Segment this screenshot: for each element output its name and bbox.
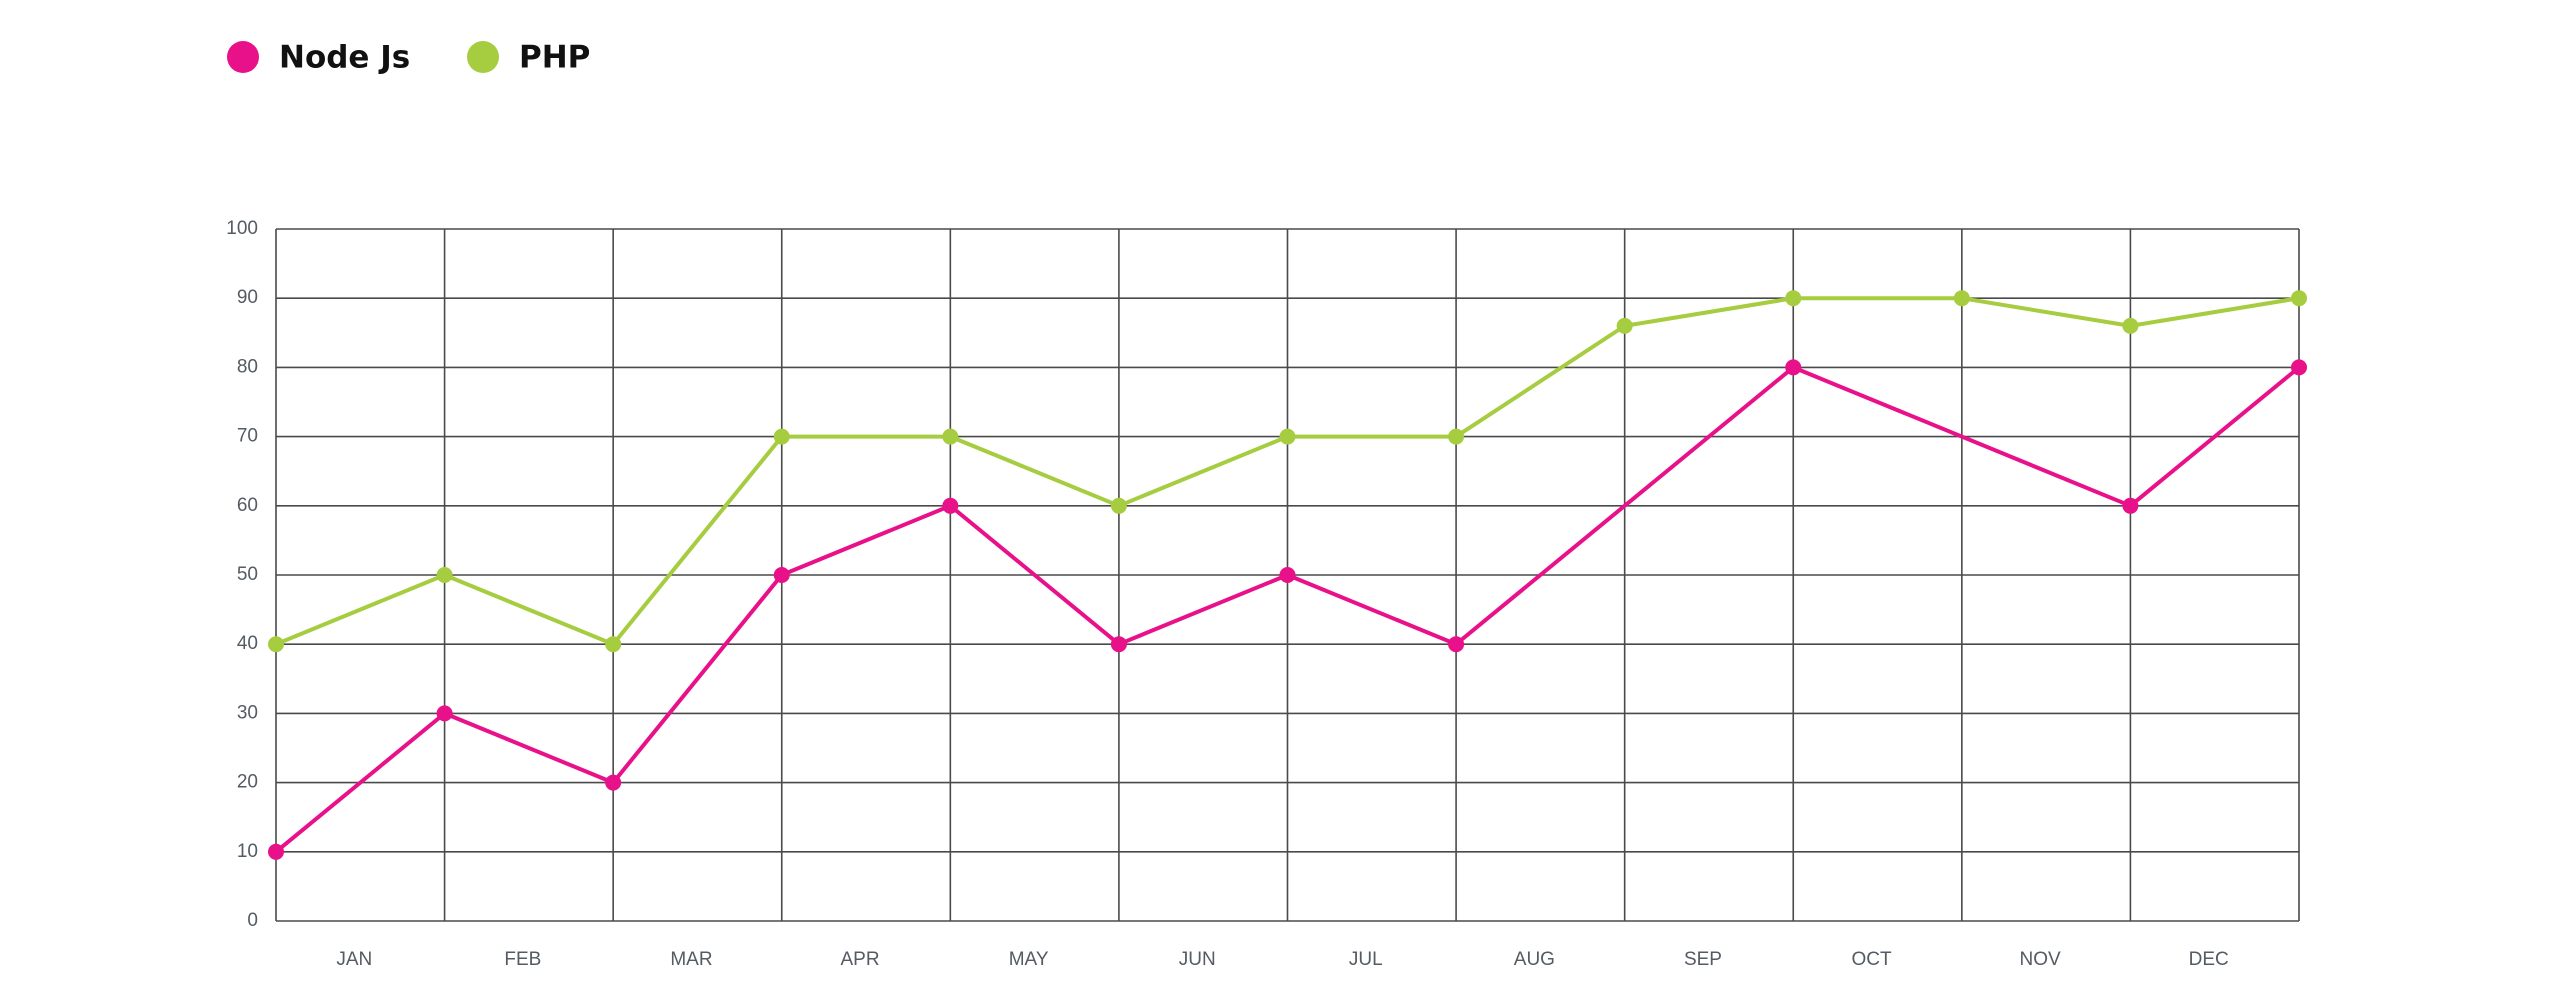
- data-point: [2122, 497, 2139, 514]
- data-point: [1110, 636, 1127, 653]
- y-tick-label: 20: [237, 772, 258, 793]
- x-tick-label: JUL: [1349, 949, 1383, 970]
- x-tick-label: JUN: [1179, 949, 1216, 970]
- data-point: [773, 428, 790, 445]
- data-point: [605, 636, 622, 653]
- y-tick-label: 50: [237, 564, 258, 585]
- y-tick-label: 30: [237, 702, 258, 723]
- x-tick-label: JAN: [336, 949, 372, 970]
- x-tick-label: DEC: [2189, 949, 2229, 970]
- x-tick-label: AUG: [1514, 949, 1555, 970]
- x-tick-label: SEP: [1684, 949, 1722, 970]
- data-point: [2122, 317, 2139, 334]
- data-point: [2291, 290, 2307, 307]
- data-point: [2291, 359, 2307, 376]
- x-tick-label: NOV: [2020, 949, 2062, 970]
- data-point: [1279, 428, 1296, 445]
- x-tick-label: MAY: [1009, 949, 1049, 970]
- y-tick-label: 100: [226, 218, 258, 239]
- x-tick-label: MAR: [670, 949, 712, 970]
- y-tick-label: 90: [237, 287, 258, 308]
- y-tick-label: 10: [237, 841, 258, 862]
- y-tick-label: 70: [237, 426, 258, 447]
- legend-label: PHP: [519, 40, 590, 76]
- data-point: [436, 705, 453, 722]
- data-point: [1279, 567, 1296, 583]
- legend-label: Node Js: [279, 40, 410, 76]
- data-point: [436, 567, 453, 583]
- data-point: [942, 428, 959, 445]
- data-point: [1448, 428, 1465, 445]
- y-tick-label: 60: [237, 495, 258, 516]
- data-point: [268, 636, 284, 653]
- data-point: [1110, 497, 1127, 514]
- data-point: [1448, 636, 1465, 653]
- y-tick-label: 0: [247, 910, 258, 931]
- data-point: [605, 774, 622, 791]
- legend-swatch: [227, 41, 259, 73]
- data-point: [773, 567, 790, 583]
- x-tick-label: FEB: [504, 949, 541, 970]
- data-point: [942, 497, 959, 514]
- data-point: [1785, 290, 1802, 307]
- y-tick-label: 40: [237, 633, 258, 654]
- data-point: [1953, 290, 1970, 307]
- x-tick-label: APR: [841, 949, 880, 970]
- data-point: [268, 843, 284, 860]
- legend-swatch: [467, 41, 499, 73]
- data-point: [1785, 359, 1802, 376]
- x-tick-label: OCT: [1851, 949, 1892, 970]
- data-point: [1616, 317, 1633, 334]
- y-tick-label: 80: [237, 356, 258, 377]
